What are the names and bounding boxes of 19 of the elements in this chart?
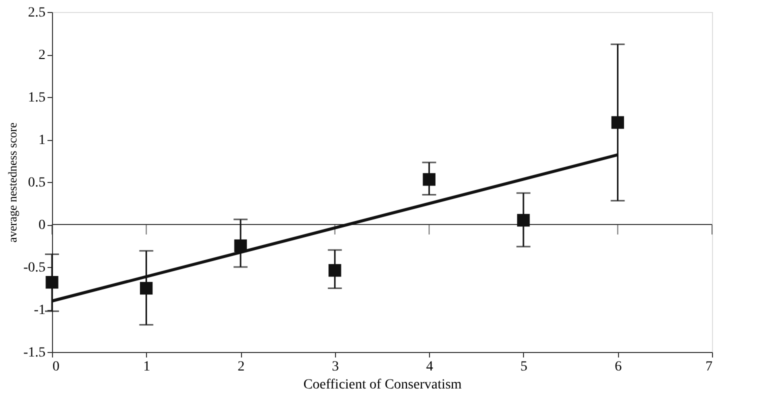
x-axis-title: Coefficient of Conservatism — [303, 378, 462, 392]
x-tick-label: 6 — [614, 360, 622, 374]
x-tick-label: 4 — [426, 360, 434, 374]
x-tick-label: 7 — [706, 360, 712, 374]
y-tick-label: 1 — [38, 133, 46, 148]
y-tick-label: 0.5 — [28, 176, 46, 190]
x-tick-label: 2 — [238, 360, 245, 374]
y-tick-label: 2 — [38, 48, 46, 63]
x-tick-label: 0 — [52, 360, 60, 374]
x-tick-label: 1 — [143, 360, 150, 374]
y-tick-label: 2.5 — [28, 6, 46, 20]
y-tick-label: -1 — [34, 303, 46, 318]
x-tick-label: 3 — [332, 360, 339, 374]
y-axis-title: average nestedness score — [5, 122, 20, 242]
y-tick-label: -0.5 — [23, 260, 46, 276]
y-tick-label: -1.5 — [23, 346, 46, 360]
x-tick-label: 5 — [520, 360, 528, 374]
y-tick-label: 0 — [38, 218, 46, 233]
y-tick-label: 1.5 — [28, 90, 46, 106]
